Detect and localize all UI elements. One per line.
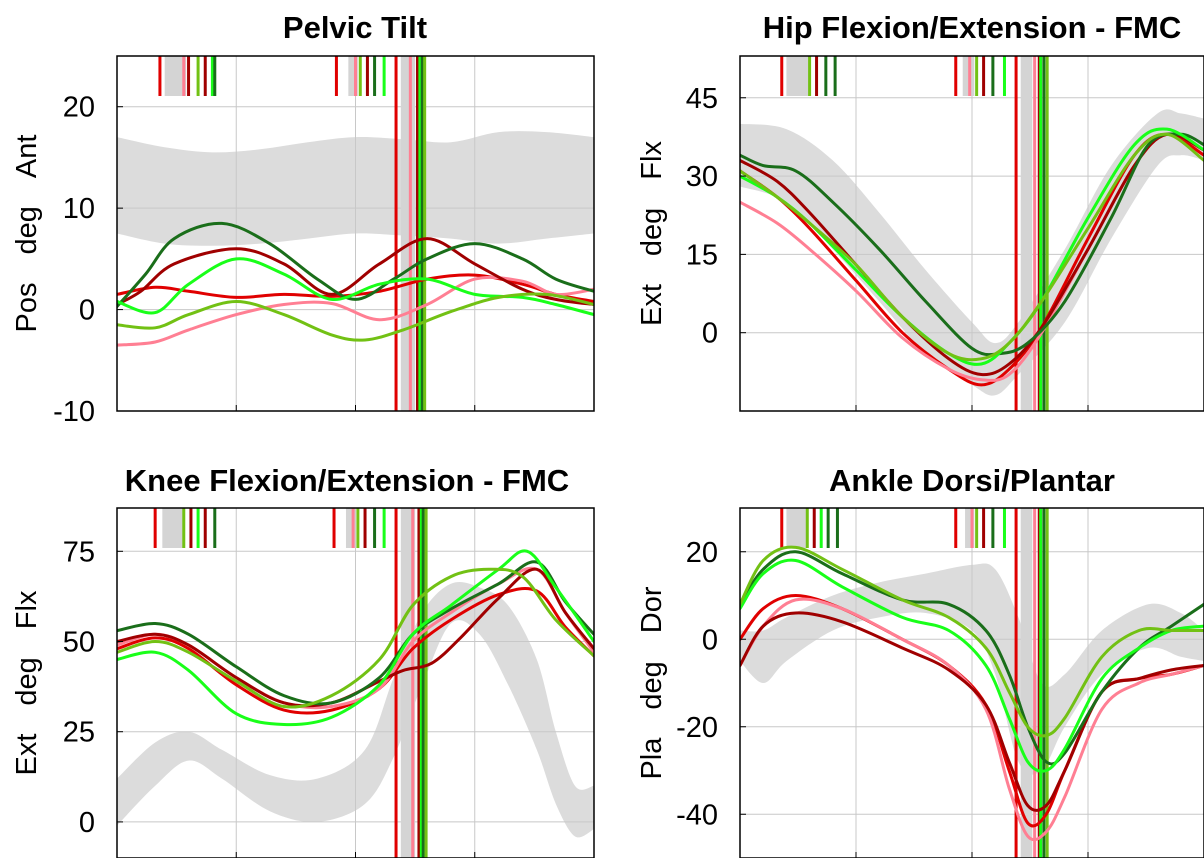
event-range <box>786 56 810 96</box>
event-range <box>348 56 358 96</box>
toe-off-range <box>400 56 416 411</box>
y-tick-label: -20 <box>676 712 718 744</box>
series-line-2 <box>740 597 1204 842</box>
axes-frame <box>116 507 595 858</box>
y-tick-label: 0 <box>702 318 718 350</box>
y-tick-label: 0 <box>79 295 95 327</box>
series-line-5 <box>117 257 594 317</box>
y-axis-label-part: Pos <box>11 282 43 332</box>
series-line-4 <box>117 221 594 308</box>
plot-area <box>117 508 594 858</box>
axes-frame <box>739 507 1204 858</box>
y-axis-label: Pos deg Ant <box>11 135 43 333</box>
y-tick-label: 75 <box>63 536 95 568</box>
series-line-3 <box>117 237 594 306</box>
plot-area <box>117 56 594 411</box>
y-tick-label: 15 <box>686 239 718 271</box>
y-axis-label-part: Flx <box>11 590 43 629</box>
event-range <box>164 56 187 96</box>
y-axis-label: Ext deg Flx <box>636 141 668 326</box>
series-line-4 <box>740 132 1204 357</box>
y-axis-label-part: deg <box>11 206 43 254</box>
panel-pelvic-tilt: 20 10 0 -10 Pelvic Tilt Pos deg Ant <box>11 10 595 428</box>
y-tick-label: 25 <box>63 717 95 749</box>
y-tick-label: -10 <box>53 396 95 428</box>
y-axis-label: Pla deg Dor <box>636 586 668 779</box>
series-line-6 <box>740 545 1204 738</box>
event-range <box>965 508 975 548</box>
plot-area <box>740 56 1204 411</box>
event-range <box>786 508 808 548</box>
y-tick-label: 20 <box>63 92 95 124</box>
y-axis-label-part: Flx <box>636 141 668 180</box>
y-tick-label: 0 <box>702 624 718 656</box>
series-line-4 <box>740 550 1204 766</box>
series-line-5 <box>117 549 594 727</box>
y-tick-label: -40 <box>676 799 718 831</box>
y-tick-label: 30 <box>686 161 718 193</box>
y-tick-label: 50 <box>63 627 95 659</box>
panel-title: Pelvic Tilt <box>283 10 427 45</box>
y-axis-label-part: Ext <box>11 734 43 776</box>
y-axis-label-part: deg <box>11 657 43 705</box>
y-tick-label: 10 <box>63 193 95 225</box>
y-axis-label-part: Ext <box>636 284 668 326</box>
panel-title: Knee Flexion/Extension - FMC <box>125 463 569 498</box>
y-axis-label-part: Dor <box>636 586 668 633</box>
series-line-3 <box>740 611 1204 812</box>
panel-title: Ankle Dorsi/Plantar <box>829 463 1115 498</box>
panel-knee-flexion-extension-fmc: 75 50 25 0 Knee Flexion/Extension - FMC Ext de… <box>11 463 595 858</box>
y-axis-label: Ext deg Flx <box>11 590 43 775</box>
series-line-2 <box>117 275 594 347</box>
panel-hip-flexion-extension-fmc: 45 30 15 0 Hip Flexion/Extension - FMC Ext deg… <box>636 10 1204 412</box>
series-line-4 <box>117 560 594 706</box>
plot-area <box>740 508 1204 858</box>
series-line-6 <box>117 292 594 342</box>
y-axis-label-part: deg <box>636 661 668 709</box>
panel-title: Hip Flexion/Extension - FMC <box>763 10 1182 45</box>
series-line-5 <box>740 558 1204 773</box>
y-axis-label-part: Pla <box>636 737 668 780</box>
y-axis-label-part: Ant <box>11 135 43 179</box>
toe-off-range <box>1020 508 1033 858</box>
series-line-6 <box>117 567 594 709</box>
series-line-3 <box>117 567 594 708</box>
panel-ankle-dorsi-plantar: 20 0 -20 -40 Ankle Dorsi/Plantar Pla deg Dor <box>636 463 1204 858</box>
y-tick-label: 45 <box>686 83 718 115</box>
event-range <box>162 508 184 548</box>
event-range <box>345 508 356 548</box>
series-line-6 <box>740 132 1204 362</box>
y-axis-label-part: deg <box>636 208 668 256</box>
y-tick-label: 20 <box>686 537 718 569</box>
y-tick-label: 0 <box>79 807 95 839</box>
toe-off-range <box>1020 56 1033 411</box>
